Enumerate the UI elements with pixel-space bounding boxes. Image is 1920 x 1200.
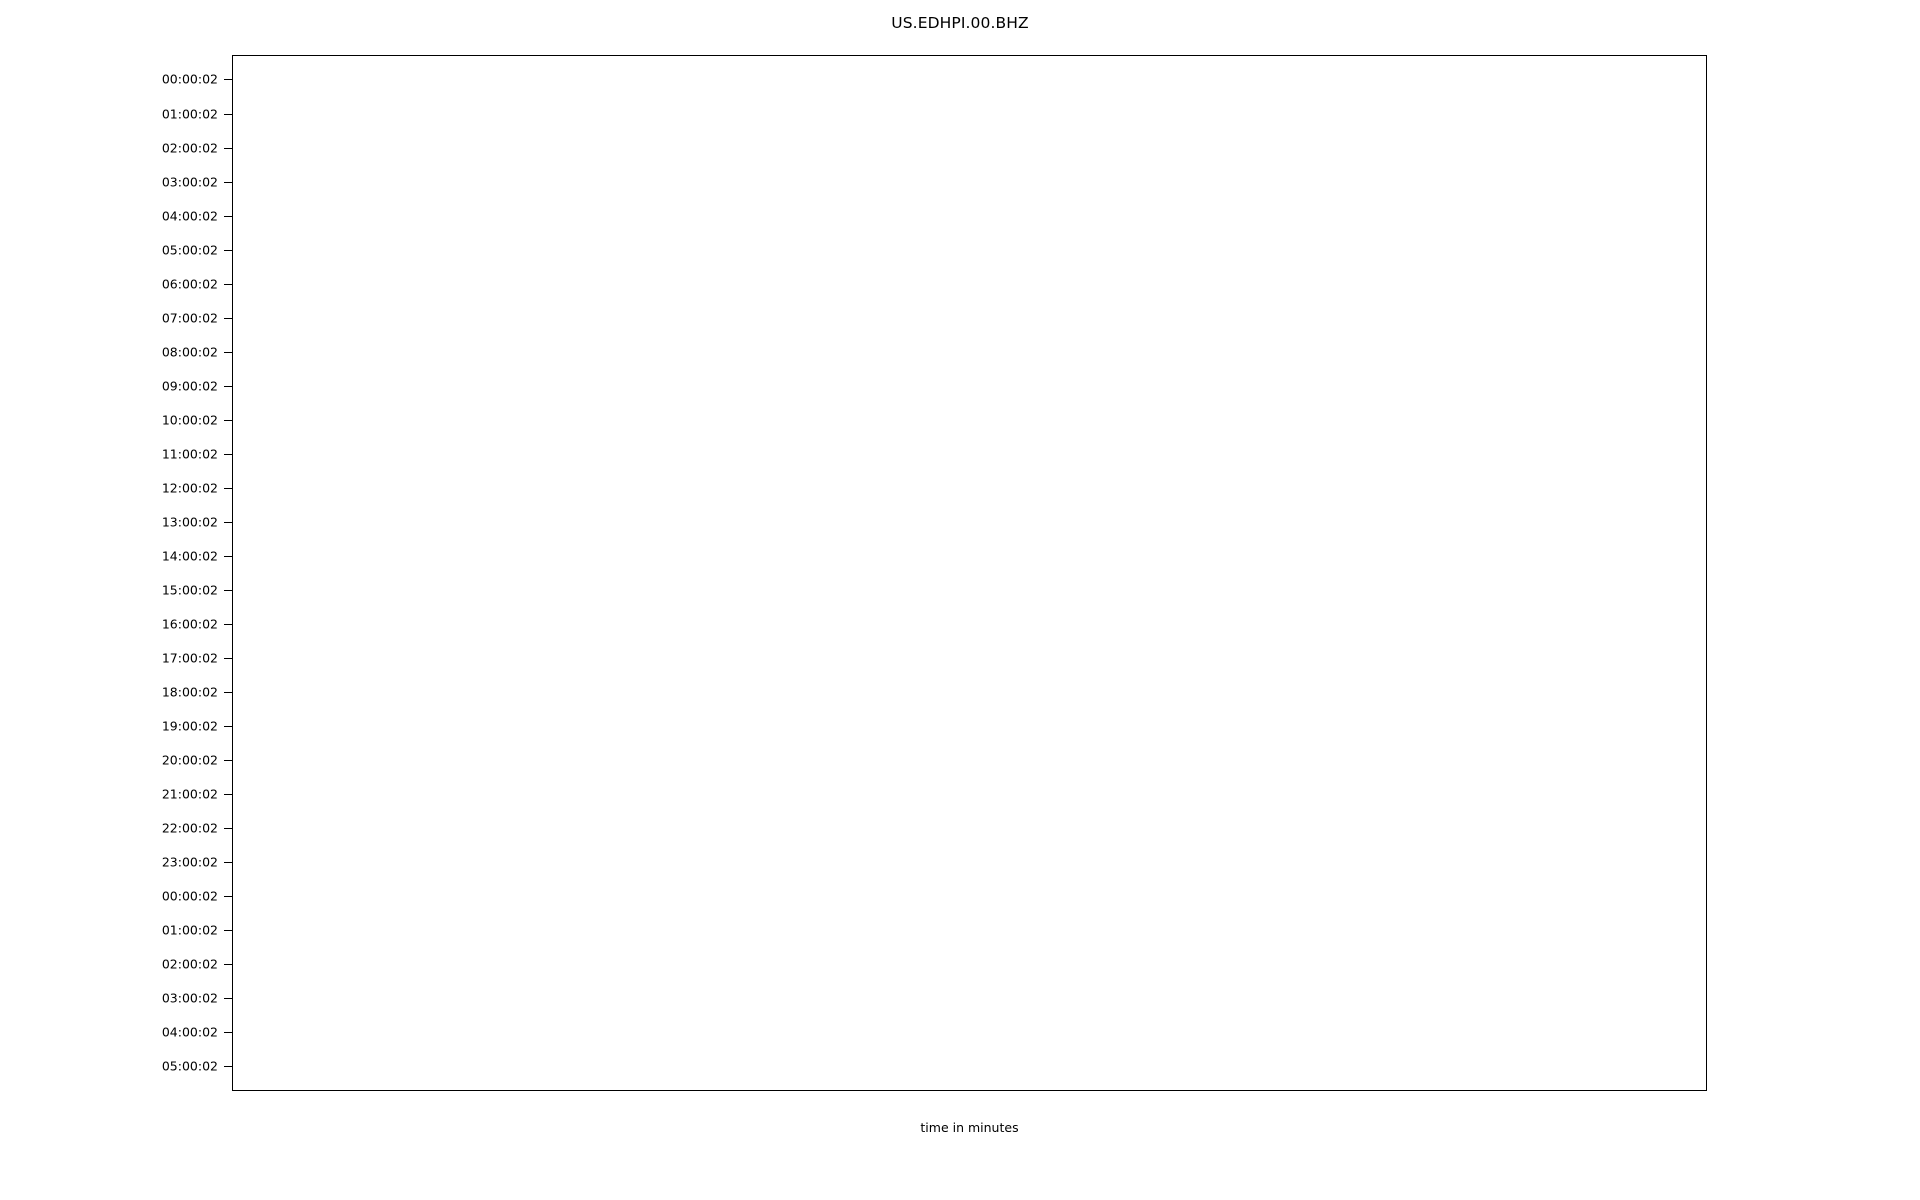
y-axis-tick-mark xyxy=(224,487,232,489)
y-axis-tick-layer: 00:00:02 01:00:02 02:00:02 03:00:02 04:00:02… xyxy=(0,55,232,1091)
y-axis-tick-label: 03:00:02 xyxy=(161,990,218,1006)
y-axis-tick-label: 00:00:02 xyxy=(161,71,218,87)
y-axis-tick-mark xyxy=(224,113,232,115)
y-axis-tick-label: 19:00:02 xyxy=(161,718,218,734)
y-axis-tick-label: 02:00:02 xyxy=(161,956,218,972)
y-axis-tick-label: 05:00:02 xyxy=(161,1058,218,1074)
y-axis-tick-mark xyxy=(224,657,232,659)
y-axis-tick-label: 02:00:02 xyxy=(161,140,218,156)
y-axis-tick-label: 22:00:02 xyxy=(161,820,218,836)
y-axis-tick-label: 21:00:02 xyxy=(161,786,218,802)
y-axis-tick-label: 13:00:02 xyxy=(161,514,218,530)
y-axis-tick-label: 03:00:02 xyxy=(161,174,218,190)
y-axis-tick-mark xyxy=(224,793,232,795)
y-axis-tick-mark xyxy=(224,419,232,421)
y-axis-tick-label: 23:00:02 xyxy=(161,854,218,870)
y-axis-tick-mark xyxy=(224,317,232,319)
plot-area xyxy=(232,55,1707,1091)
y-axis-tick-mark xyxy=(224,998,232,1000)
y-axis-tick-label: 01:00:02 xyxy=(161,922,218,938)
y-axis-tick-label: 01:00:02 xyxy=(161,106,218,122)
y-axis-tick-mark xyxy=(224,385,232,387)
y-axis-tick-label: 11:00:02 xyxy=(161,446,218,462)
page-title: US.EDHPI.00.BHZ xyxy=(891,14,1029,32)
y-axis-tick-label: 00:00:02 xyxy=(161,888,218,904)
y-axis-tick-mark xyxy=(224,862,232,864)
y-axis-tick-mark xyxy=(224,351,232,353)
y-axis-tick-label: 08:00:02 xyxy=(161,344,218,360)
y-axis-tick-mark xyxy=(224,1032,232,1034)
y-axis-tick-label: 10:00:02 xyxy=(161,412,218,428)
y-axis-tick-mark xyxy=(224,828,232,829)
y-axis-tick-label: 04:00:02 xyxy=(161,1024,218,1040)
y-axis-tick-mark xyxy=(224,589,232,591)
y-axis-tick-label: 12:00:02 xyxy=(161,480,218,496)
y-axis-tick-mark xyxy=(224,453,232,455)
y-axis-tick-mark xyxy=(224,725,232,727)
y-axis-tick-mark xyxy=(224,215,232,217)
y-axis-tick-label: 05:00:02 xyxy=(161,242,218,258)
trace-canvas xyxy=(233,56,1706,1090)
y-axis-tick-mark xyxy=(224,147,232,149)
y-axis-tick-mark xyxy=(224,759,232,761)
y-axis-tick-mark xyxy=(224,691,232,693)
y-axis-tick-label: 15:00:02 xyxy=(161,582,218,598)
y-axis-tick-label: 07:00:02 xyxy=(161,310,218,326)
y-axis-tick-label: 17:00:02 xyxy=(161,650,218,666)
y-axis-tick-label: 06:00:02 xyxy=(161,276,218,292)
x-axis-label: time in minutes xyxy=(920,1120,1019,1135)
y-axis-tick-mark xyxy=(224,964,232,966)
y-axis-tick-label: 09:00:02 xyxy=(161,378,218,394)
y-axis-tick-mark xyxy=(224,283,232,285)
y-axis-tick-mark xyxy=(224,521,232,523)
y-axis-tick-mark xyxy=(224,623,232,625)
y-axis-tick-label: 20:00:02 xyxy=(161,752,218,768)
y-axis-tick-mark xyxy=(224,1066,232,1068)
y-axis-tick-mark xyxy=(224,79,232,81)
y-axis-tick-mark xyxy=(224,896,232,898)
y-axis-tick-label: 16:00:02 xyxy=(161,616,218,632)
y-axis-tick-mark xyxy=(224,249,232,251)
y-axis-tick-mark xyxy=(224,181,232,183)
y-axis-tick-mark xyxy=(224,930,232,932)
y-axis-tick-mark xyxy=(224,555,232,557)
y-axis-tick-label: 18:00:02 xyxy=(161,684,218,700)
y-axis-tick-label: 04:00:02 xyxy=(161,208,218,224)
y-axis-tick-label: 14:00:02 xyxy=(161,548,218,564)
